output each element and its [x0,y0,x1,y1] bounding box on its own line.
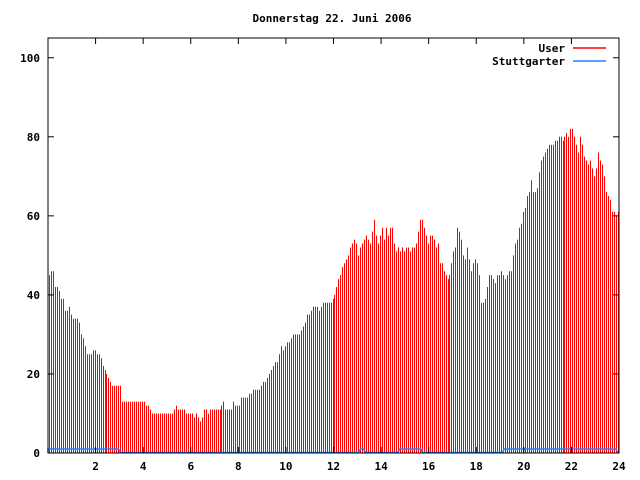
x-tick-label: 18 [470,460,483,473]
y-tick-label: 100 [20,52,40,65]
x-tick-label: 6 [187,460,194,473]
y-tick-label: 80 [27,131,40,144]
x-tick-label: 24 [612,460,626,473]
x-tick-label: 10 [279,460,292,473]
x-tick-label: 4 [140,460,147,473]
x-tick-label: 20 [517,460,530,473]
legend-label-user: User [539,42,566,55]
y-tick-label: 40 [27,289,40,302]
chart-title: Donnerstag 22. Juni 2006 [253,12,412,25]
y-tick-label: 60 [27,210,40,223]
x-tick-label: 14 [374,460,388,473]
y-axis: 0 20 40 60 80 100 [20,52,619,460]
user-bars [49,128,619,453]
x-tick-label: 16 [422,460,436,473]
x-tick-label: 2 [92,460,99,473]
legend-label-stuttgarter: Stuttgarter [492,55,565,68]
legend: User Stuttgarter [492,42,606,68]
x-axis: 2 4 6 8 10 12 14 16 18 20 22 24 [92,38,626,473]
stuttgarter-line [47,448,619,454]
x-tick-label: 8 [235,460,242,473]
x-tick-label: 22 [565,460,578,473]
y-tick-label: 20 [27,368,40,381]
y-tick-label: 0 [33,447,40,460]
x-tick-label: 12 [327,460,340,473]
stuttgarter-series [47,448,619,454]
